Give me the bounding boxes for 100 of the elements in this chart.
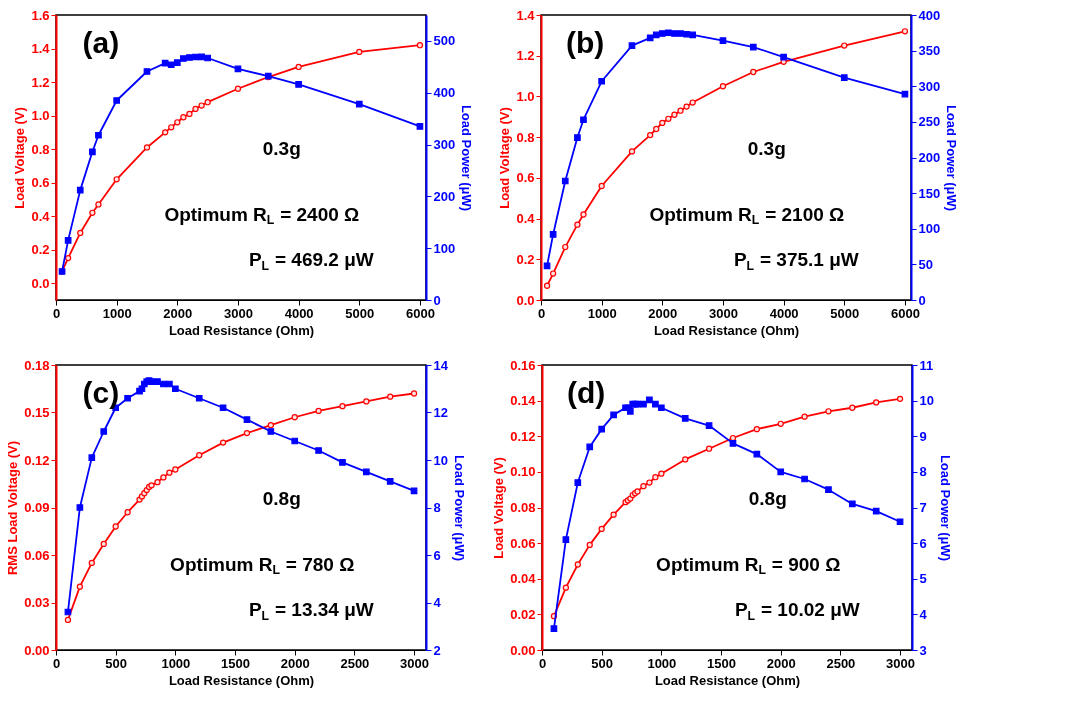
x-tick-label: 0 [52, 305, 61, 321]
y2-tick-label: 12 [433, 405, 448, 420]
y2-axis-title: Load Power (μW) [451, 454, 467, 562]
y2-axis-title: Load Power (μW) [944, 104, 960, 212]
y-tick-label: 0.00 [510, 642, 536, 658]
y-tick-label: 0.12 [510, 428, 536, 444]
y2-tick-label: 8 [919, 464, 927, 480]
x-tick-label: 1500 [221, 655, 250, 671]
x-axis-title: Load Resistance (Ohm) [654, 672, 801, 688]
y2-tick-label: 300 [918, 78, 941, 94]
x-tick-label: 1000 [161, 655, 191, 671]
x-tick-label: 3000 [400, 655, 430, 671]
y2-tick-label: 11 [919, 357, 934, 373]
x-tick-label: 6000 [890, 305, 920, 321]
y-tick-label: 0.03 [24, 595, 50, 610]
x-tick-label: 5000 [345, 305, 375, 321]
y-tick-label: 1.4 [516, 7, 536, 23]
y2-tick-label: 400 [918, 7, 941, 23]
x-tick-label: 0 [52, 655, 61, 671]
y-axis-title: Load Voltage (V) [12, 107, 28, 209]
y-axis-title: RMS Load Voltage (V) [5, 440, 21, 576]
y2-tick-label: 6 [919, 535, 927, 551]
x-tick-label: 4000 [284, 305, 314, 321]
y2-tick-label: 500 [433, 33, 456, 49]
y2-axis-title: Load Power (μW) [459, 104, 475, 212]
y2-tick-label: 2 [433, 642, 441, 658]
annotation: 0.8g [262, 487, 301, 509]
annotation: (a) [82, 25, 120, 59]
y-tick-label: 0.09 [24, 500, 50, 515]
y2-tick-label: 9 [919, 428, 927, 444]
y2-tick-label: 400 [433, 85, 456, 101]
y-tick-label: 0.10 [510, 464, 536, 480]
x-axis-title: Load Resistance (Ohm) [168, 322, 315, 338]
x-tick-label: 1000 [647, 655, 677, 671]
x-tick-label: 5000 [830, 305, 860, 321]
y-tick-label: 0.08 [510, 500, 536, 515]
x-tick-label: 2000 [280, 655, 310, 671]
y2-tick-label: 7 [919, 500, 927, 515]
y-axis-title: Load Voltage (V) [491, 457, 507, 559]
y2-tick-label: 200 [918, 150, 941, 165]
x-tick-label: 2500 [826, 655, 856, 671]
y-tick-label: 0.14 [510, 393, 537, 409]
y-tick-label: 0.0 [516, 292, 535, 308]
y2-tick-label: 14 [433, 357, 449, 373]
y-tick-label: 0.4 [516, 211, 536, 227]
y2-tick-label: 350 [918, 43, 941, 59]
y2-tick-label: 250 [918, 114, 941, 130]
y2-tick-label: 6 [433, 547, 441, 563]
y-tick-label: 0.8 [516, 129, 535, 145]
y2-axis-title: Load Power (μW) [937, 454, 953, 562]
y-tick-label: 0.00 [24, 642, 50, 658]
x-tick-label: 0 [537, 305, 546, 321]
x-tick-label: 2000 [648, 305, 678, 321]
annotation: 0.3g [747, 137, 786, 159]
x-tick-label: 1000 [587, 305, 617, 321]
y-tick-label: 0.15 [24, 405, 50, 420]
y2-tick-label: 10 [919, 393, 934, 409]
y-tick-label: 0.6 [31, 175, 50, 191]
x-tick-label: 6000 [405, 305, 435, 321]
y2-tick-label: 8 [433, 500, 441, 515]
y2-tick-label: 150 [918, 185, 941, 201]
y-tick-label: 0.04 [510, 571, 537, 587]
y2-tick-label: 0 [918, 292, 926, 308]
y-tick-label: 0.02 [510, 606, 536, 622]
x-tick-label: 2000 [766, 655, 796, 671]
y-tick-label: 1.2 [31, 74, 50, 90]
y-tick-label: 0.8 [31, 141, 50, 157]
y2-tick-label: 4 [433, 595, 442, 610]
y-tick-label: 1.0 [516, 88, 535, 104]
y-tick-label: 0.06 [24, 547, 50, 563]
x-tick-label: 2000 [163, 305, 193, 321]
y-tick-label: 0.18 [24, 357, 50, 373]
annotation: (b) [565, 25, 605, 59]
y-tick-label: 0.12 [24, 452, 50, 468]
annotation: 0.3g [262, 137, 301, 159]
y2-tick-label: 3 [919, 642, 927, 658]
y2-tick-label: 100 [918, 221, 941, 237]
x-tick-label: 0 [538, 655, 547, 671]
y-tick-label: 1.2 [516, 48, 535, 64]
y2-tick-label: 4 [919, 606, 928, 622]
y2-tick-label: 300 [433, 137, 456, 153]
annotation: 0.8g [748, 487, 787, 509]
y-tick-label: 0.4 [31, 208, 51, 224]
y-tick-label: 0.6 [516, 170, 535, 186]
y-tick-label: 1.6 [31, 7, 50, 23]
y-tick-label: 1.4 [31, 41, 51, 57]
x-tick-label: 2500 [340, 655, 370, 671]
y-tick-label: 0.16 [510, 357, 536, 373]
annotation: (d) [566, 375, 606, 409]
y-tick-label: 1.0 [31, 108, 50, 124]
annotation: (c) [82, 375, 120, 409]
x-tick-label: 1000 [102, 305, 132, 321]
y2-tick-label: 5 [919, 571, 927, 587]
y2-tick-label: 10 [433, 452, 448, 468]
y-tick-label: 0.06 [510, 535, 536, 551]
x-tick-label: 500 [591, 655, 614, 671]
y-axis-title: Load Voltage (V) [497, 107, 513, 209]
y2-tick-label: 0 [433, 292, 441, 308]
y-tick-label: 0.0 [31, 275, 50, 291]
x-tick-label: 4000 [769, 305, 799, 321]
